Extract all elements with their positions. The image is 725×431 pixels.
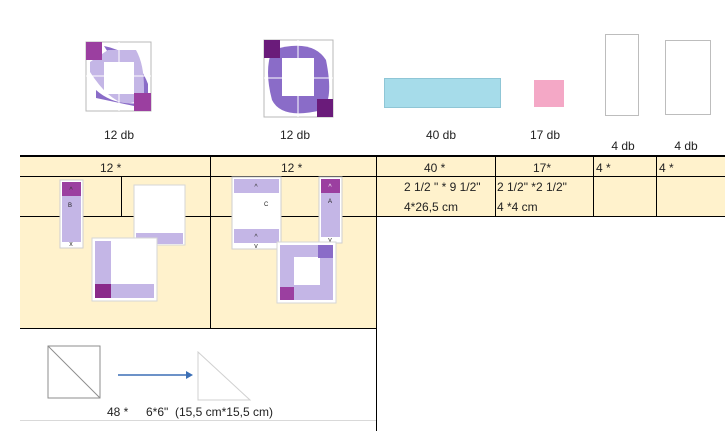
header-col-4: 17*	[533, 161, 552, 175]
inner-divider-a	[121, 177, 122, 216]
col-divider-5	[656, 157, 657, 216]
label-block-b: 12 db	[279, 128, 311, 142]
svg-text:v: v	[328, 237, 332, 244]
piece-white-square	[133, 184, 186, 246]
col-divider-1	[210, 157, 211, 328]
blue-size-inches: 2 1/2 " * 9 1/2"	[404, 180, 481, 194]
pink-size-cm: 4 *4 cm	[497, 200, 538, 214]
half-square-triangle	[47, 345, 101, 399]
piece-a-strip: ^ x	[59, 179, 84, 249]
svg-text:x: x	[69, 241, 73, 248]
piece-c-letter: C	[264, 202, 269, 208]
col-divider-3	[495, 157, 496, 216]
bottom-count: 48 *	[107, 405, 129, 419]
header-col-3: 40 *	[424, 161, 446, 175]
label-blue-strip: 40 db	[425, 128, 457, 142]
table-row1-rule-right	[376, 216, 725, 217]
col-divider-2	[376, 157, 377, 431]
table-header-rule	[20, 176, 725, 177]
label-rect-2: 4 db	[674, 139, 698, 153]
pink-square	[534, 80, 564, 107]
svg-text:^: ^	[328, 184, 332, 191]
table-row1-rule	[20, 216, 376, 217]
header-col-5: 4 *	[596, 161, 611, 175]
header-col-1: 12 *	[100, 161, 122, 175]
pink-size-inches: 2 1/2" *2 1/2"	[497, 180, 567, 194]
svg-text:^: ^	[69, 187, 73, 194]
piece-square-frame	[276, 241, 337, 304]
blue-strip	[384, 78, 501, 108]
piece-b-letter: A	[328, 199, 333, 205]
table-top-rule	[20, 155, 725, 157]
triangle-piece	[197, 350, 252, 401]
label-block-a: 12 db	[103, 128, 135, 142]
arrow-icon	[118, 371, 193, 379]
label-rect-1: 4 db	[611, 139, 635, 153]
table-background-right	[376, 157, 725, 216]
white-rectangle-wide	[665, 40, 711, 115]
bottom-size: 6*6" (15,5 cm*15,5 cm)	[146, 405, 273, 419]
svg-text:^: ^	[254, 234, 258, 241]
col-divider-4	[593, 157, 594, 216]
piece-a-letter: B	[68, 203, 73, 209]
svg-text:v: v	[254, 243, 258, 250]
table-bottom-rule	[20, 328, 376, 329]
piece-b-strip: ^ v	[318, 176, 343, 244]
svg-text:^: ^	[254, 184, 258, 191]
block-b-illustration	[263, 39, 334, 118]
header-col-2: 12 *	[281, 161, 303, 175]
piece-l-shape	[91, 237, 158, 302]
white-rectangle-tall	[605, 34, 639, 116]
piece-c-block: ^ ^ v	[231, 176, 282, 250]
bottom-section-rule	[20, 420, 376, 421]
header-col-6: 4 *	[659, 161, 674, 175]
label-pink-square: 17 db	[529, 128, 561, 142]
block-a-illustration	[85, 41, 152, 112]
blue-size-cm: 4*26,5 cm	[404, 200, 459, 214]
